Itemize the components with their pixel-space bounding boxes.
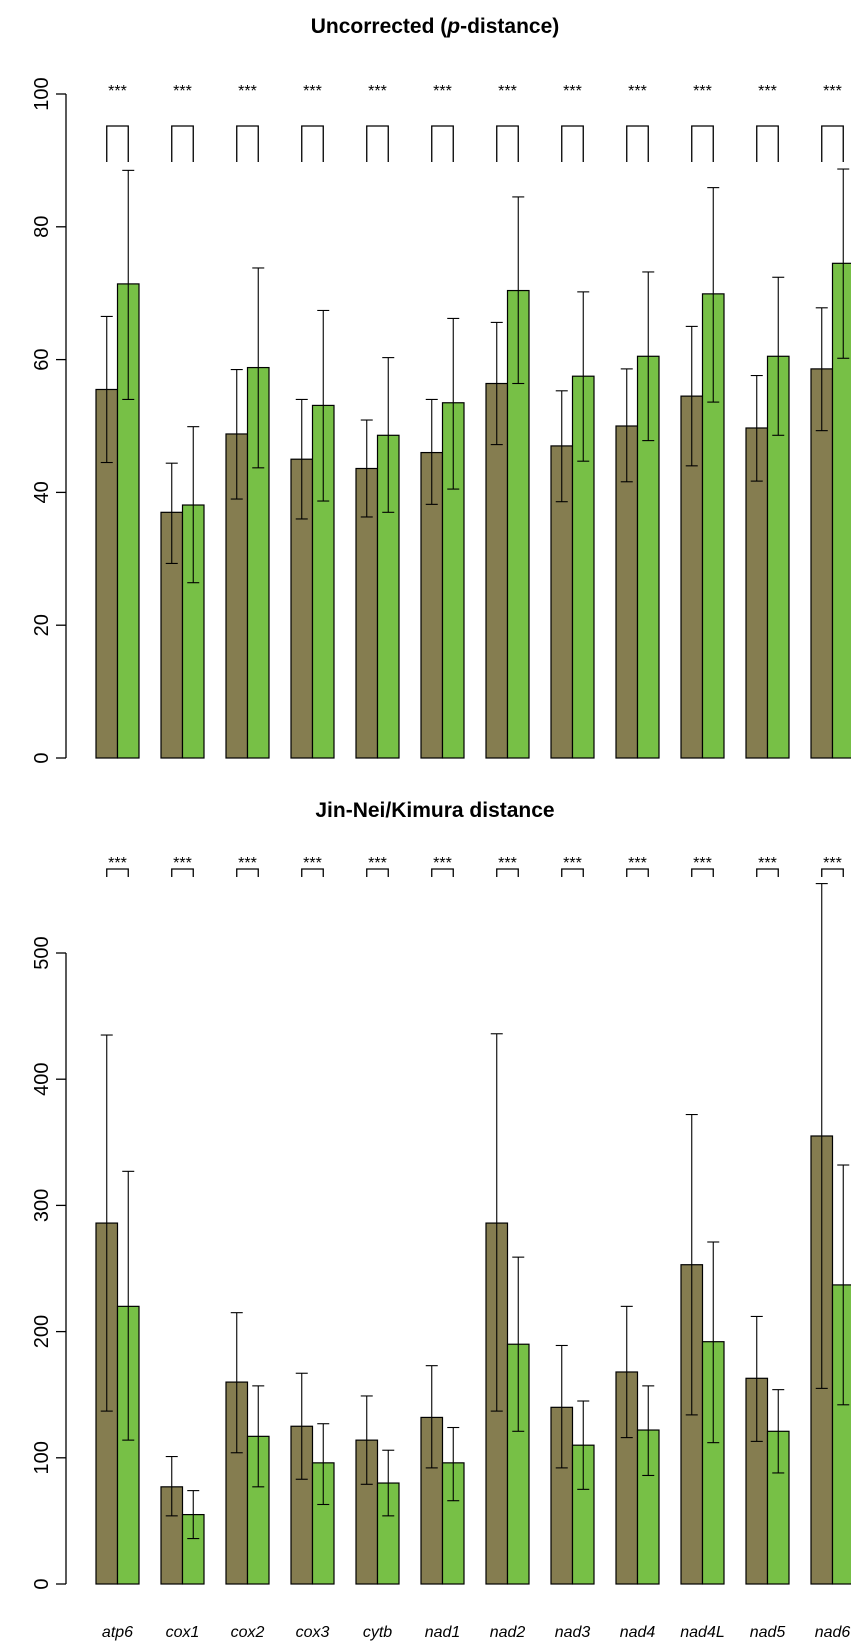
panel-1-significance-bracket-nad6	[821, 125, 844, 162]
panel-2-y-tick-label: 0	[31, 1578, 53, 1589]
x-category-label-nad3: nad3	[555, 1624, 591, 1641]
panel-2-significance-bracket-nad4	[626, 868, 649, 877]
panel-1-significance-label-nad6: ***	[823, 83, 842, 100]
panel-2-y-tick-label: 300	[31, 1189, 53, 1222]
panel-1-significance-label-nad2: ***	[498, 83, 517, 100]
panel-2-significance-label-cox3: ***	[303, 855, 322, 872]
panel-2-significance-bracket-nad5	[756, 868, 779, 877]
panel-2-significance-bracket-nad6	[821, 868, 844, 877]
panel-2-significance-label-nad3: ***	[563, 855, 582, 872]
panel-2-significance-bracket-nad2	[496, 868, 519, 877]
panel-1-significance-bracket-cox1	[171, 125, 194, 162]
panel-1-significance-bracket-nad4	[626, 125, 649, 162]
panel-2-significance-bracket-nad3	[561, 868, 584, 877]
panel-2-significance-label-atp6: ***	[108, 855, 127, 872]
panel-1-significance-label-nad4L: ***	[693, 83, 712, 100]
panel-1-bar-nad6-series-2	[831, 262, 851, 759]
panel-1-significance-label-cox3: ***	[303, 83, 322, 100]
panel-2-significance-label-nad5: ***	[758, 855, 777, 872]
x-category-label-cytb: cytb	[363, 1624, 392, 1641]
panel-2-y-tick-label: 500	[31, 936, 53, 969]
panel-2-significance-bracket-cox2	[236, 868, 259, 877]
panel-2-significance-bracket-cytb	[366, 868, 389, 877]
panel-1-y-tick-label: 60	[31, 348, 53, 370]
panel-1-significance-label-cytb: ***	[368, 83, 387, 100]
x-category-label-cox3: cox3	[296, 1624, 330, 1641]
x-category-label-nad4L: nad4L	[680, 1624, 725, 1641]
panel-2-significance-label-nad4: ***	[628, 855, 647, 872]
panel-1-significance-bracket-nad4L	[691, 125, 714, 162]
x-category-label-cox1: cox1	[166, 1624, 200, 1641]
panel-2-significance-label-cox2: ***	[238, 855, 257, 872]
x-category-label-nad4: nad4	[620, 1624, 656, 1641]
panel-1-y-tick-label: 100	[31, 77, 53, 110]
panel-2-y-tick-label: 100	[31, 1441, 53, 1474]
x-category-label-nad6: nad6	[815, 1624, 851, 1641]
x-category-label-nad5: nad5	[750, 1624, 786, 1641]
panel-2-significance-label-cytb: ***	[368, 855, 387, 872]
panel-2-y-tick-label: 400	[31, 1063, 53, 1096]
panel-1-y-tick-label: 20	[31, 614, 53, 636]
panel-2-significance-bracket-nad1	[431, 868, 454, 877]
x-category-label-nad2: nad2	[490, 1624, 526, 1641]
x-category-label-atp6: atp6	[102, 1624, 133, 1641]
panel-1-y-tick-label: 40	[31, 481, 53, 503]
panel-1-significance-bracket-nad3	[561, 125, 584, 162]
panel-1-y-tick-label: 0	[31, 752, 53, 763]
panel-2-significance-bracket-atp6	[106, 868, 129, 877]
panel-2-significance-bracket-cox3	[301, 868, 324, 877]
panel-1-significance-bracket-nad1	[431, 125, 454, 162]
panel-2-title: Jin-Nei/Kimura distance	[315, 799, 554, 822]
panel-1-significance-label-cox1: ***	[173, 83, 192, 100]
panel-2-significance-label-nad4L: ***	[693, 855, 712, 872]
panel-2-significance-label-nad6: ***	[823, 855, 842, 872]
panel-1-significance-label-nad3: ***	[563, 83, 582, 100]
panel-1-significance-label-nad1: ***	[433, 83, 452, 100]
panel-1-significance-bracket-cox3	[301, 125, 324, 162]
x-category-label-cox2: cox2	[231, 1624, 265, 1641]
panel-1-significance-bracket-cytb	[366, 125, 389, 162]
panel-2-significance-label-nad2: ***	[498, 855, 517, 872]
panel-1-significance-bracket-nad5	[756, 125, 779, 162]
panel-2-y-tick-label: 200	[31, 1315, 53, 1348]
panel-2-bar-nad6-series-2	[831, 1284, 851, 1585]
panel-1-significance-bracket-atp6	[106, 125, 129, 162]
panel-1-significance-bracket-cox2	[236, 125, 259, 162]
panel-1-significance-label-cox2: ***	[238, 83, 257, 100]
panel-1-significance-label-atp6: ***	[108, 83, 127, 100]
panel-1-title: Uncorrected (p-distance)	[311, 15, 560, 38]
panel-2-significance-bracket-cox1	[171, 868, 194, 877]
panel-2-significance-label-nad1: ***	[433, 855, 452, 872]
panel-1-significance-label-nad4: ***	[628, 83, 647, 100]
panel-2-significance-bracket-nad4L	[691, 868, 714, 877]
panel-1-significance-label-nad5: ***	[758, 83, 777, 100]
panel-1-significance-bracket-nad2	[496, 125, 519, 162]
panel-2-significance-label-cox1: ***	[173, 855, 192, 872]
x-category-label-nad1: nad1	[425, 1624, 461, 1641]
panel-1-y-tick-label: 80	[31, 216, 53, 238]
